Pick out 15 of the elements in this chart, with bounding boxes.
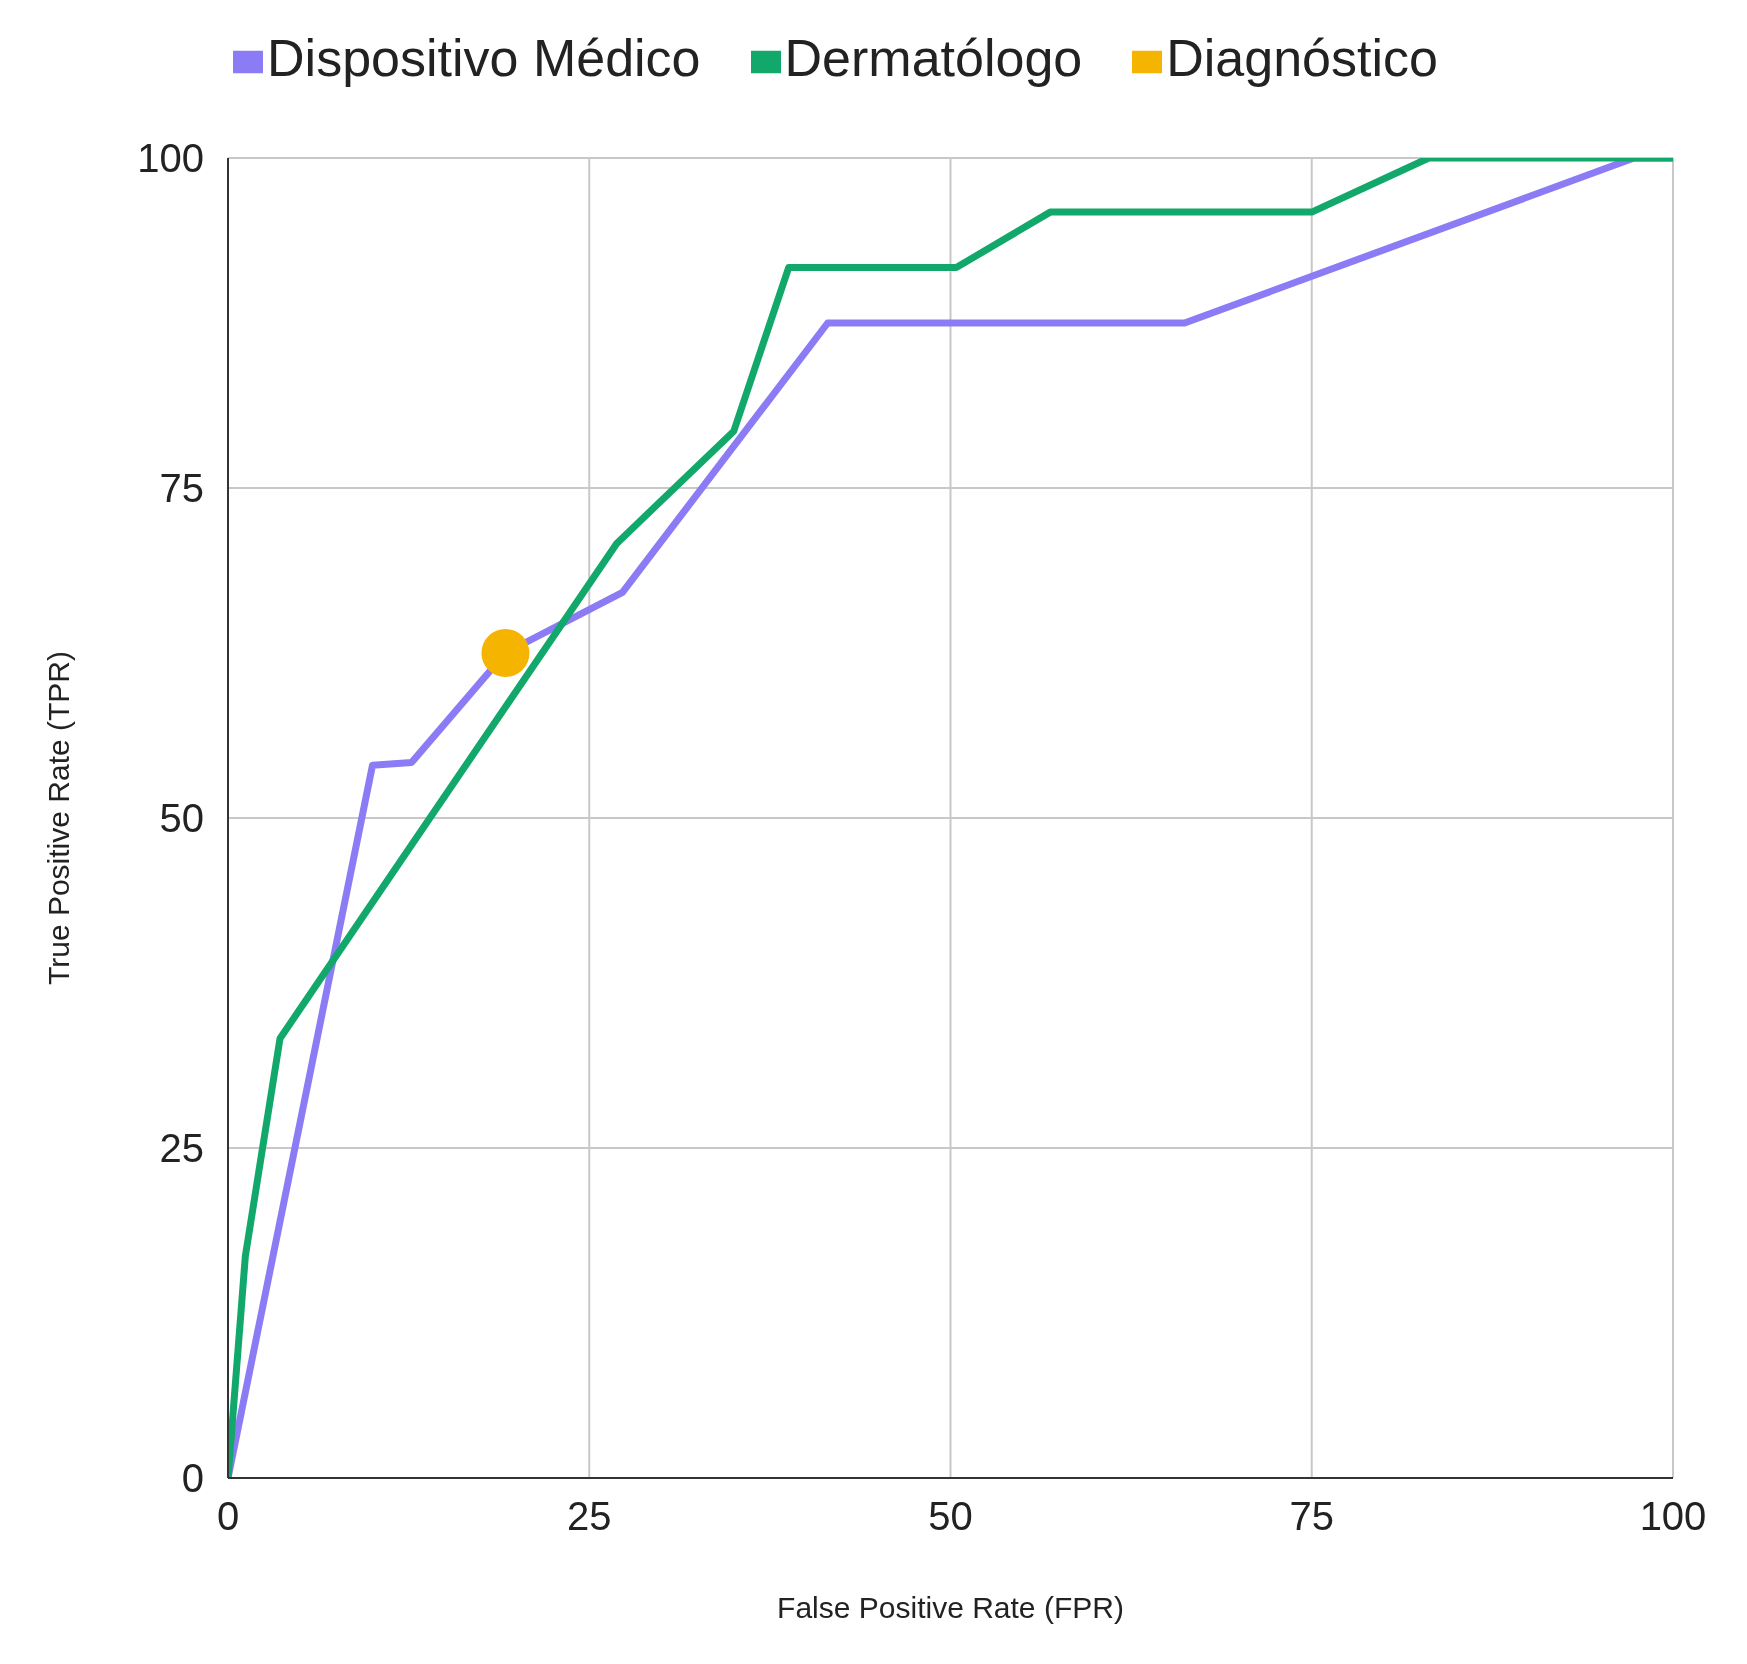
y-tick-label: 50 [159,796,204,841]
y-axis-title: True Positive Rate (TPR) [41,651,75,985]
x-tick-label: 0 [216,1494,240,1539]
x-tick-label: 100 [1639,1494,1707,1539]
x-tick-label: 25 [567,1494,612,1539]
y-tick-label: 0 [181,1456,204,1501]
legend-label: Dispositivo Médico [267,29,701,87]
x-axis-title: False Positive Rate (FPR) [777,1591,1124,1624]
y-tick-label: 100 [137,136,204,181]
y-tick-label: 25 [159,1126,204,1171]
legend-label: Dermatólogo [784,29,1083,87]
x-tick-label: 75 [1289,1494,1334,1539]
x-tick-label: 50 [928,1494,973,1539]
y-tick-label: 75 [159,466,204,511]
legend-label: Diagnóstico [1166,29,1438,87]
